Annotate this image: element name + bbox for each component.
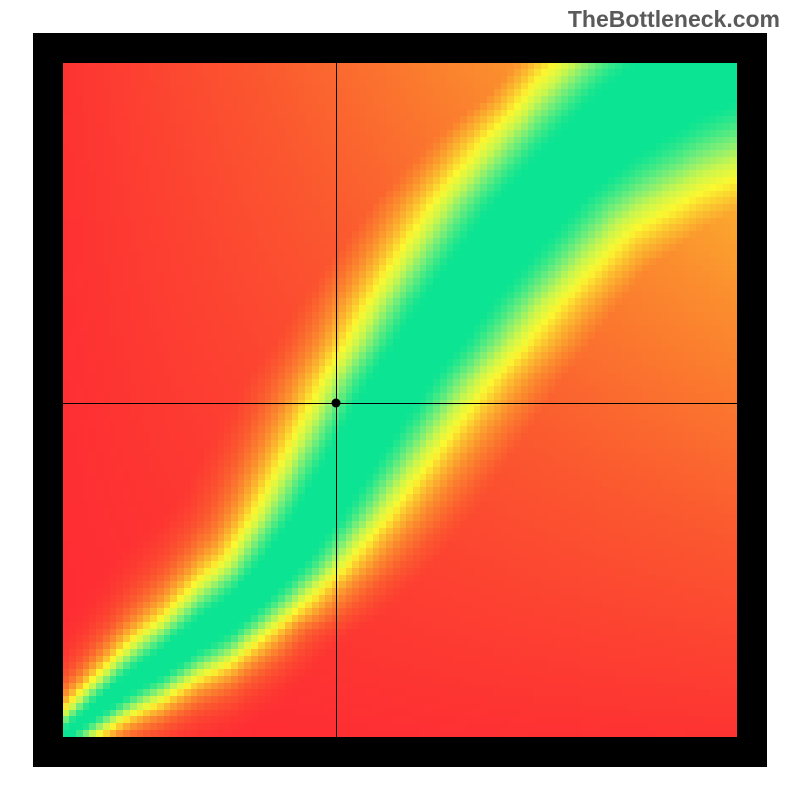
plot-frame (33, 33, 767, 767)
heatmap-canvas (63, 63, 737, 737)
watermark-text: TheBottleneck.com (568, 6, 780, 33)
crosshair-horizontal (63, 403, 737, 404)
crosshair-dot (331, 399, 340, 408)
chart-container: TheBottleneck.com (0, 0, 800, 800)
